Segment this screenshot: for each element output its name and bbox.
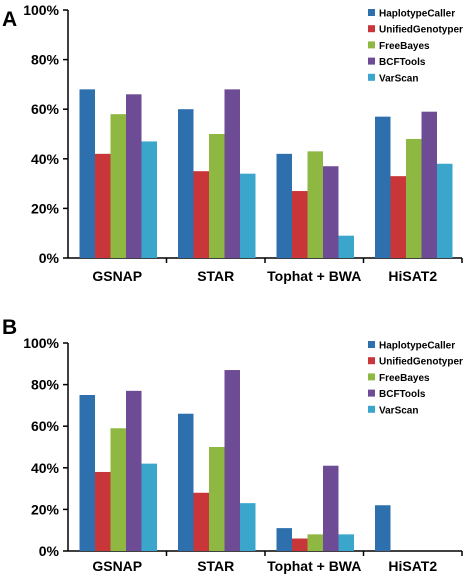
bar-varscan-tophat-bwa: [338, 534, 354, 551]
bar-varscan-star: [240, 173, 256, 258]
y-tick-label: 60%: [31, 101, 60, 117]
bar-varscan-gsnap: [141, 141, 157, 258]
bar-bcftools-gsnap: [126, 94, 142, 258]
panel-label: B: [2, 316, 17, 339]
legend-swatch: [368, 41, 375, 49]
legend-label: VarScan: [379, 73, 418, 84]
bar-haplotypecaller-star: [178, 413, 194, 551]
bar-haplotypecaller-gsnap: [79, 395, 95, 551]
bar-bcftools-tophat-bwa: [323, 166, 339, 258]
legend-swatch: [368, 57, 375, 65]
bar-unifiedgenotyper-gsnap: [95, 471, 111, 551]
bar-haplotypecaller-tophat-bwa: [276, 153, 292, 258]
x-category-label: Tophat + BWA: [267, 558, 361, 574]
bar-unifiedgenotyper-tophat-bwa: [292, 538, 308, 551]
chart-panel-b: B 0% 20% 40% 60% 80% 100% GSNAP STAR Tophat + BWA…: [2, 316, 463, 574]
x-category-label: STAR: [197, 268, 234, 284]
legend-label: UnifiedGenotyper: [379, 25, 463, 36]
bar-bcftools-star: [224, 89, 240, 258]
legend-swatch: [368, 341, 375, 348]
bar-freebayes-star: [209, 134, 225, 258]
bar-freebayes-star: [209, 447, 225, 551]
panel-label: A: [2, 8, 17, 31]
x-category-label: GSNAP: [92, 268, 142, 284]
x-category-label: HiSAT2: [388, 558, 437, 574]
bar-haplotypecaller-hisat2: [375, 505, 391, 551]
legend: HaplotypeCaller UnifiedGenotyper FreeBayes…: [368, 9, 463, 84]
x-category-label: STAR: [197, 558, 234, 574]
y-tick-label: 40%: [31, 151, 60, 167]
bar-varscan-gsnap: [141, 463, 157, 551]
y-tick-label: 20%: [31, 200, 60, 216]
bar-varscan-star: [240, 503, 256, 551]
bar-bcftools-gsnap: [126, 390, 142, 551]
legend-swatch: [368, 73, 375, 81]
legend-label: VarScan: [379, 405, 418, 416]
bar-haplotypecaller-star: [178, 109, 194, 258]
x-category-label: Tophat + BWA: [267, 268, 361, 284]
bar-unifiedgenotyper-star: [193, 171, 209, 258]
bar-freebayes-tophat-bwa: [307, 151, 323, 258]
legend-swatch: [368, 373, 375, 381]
y-tick-label: 60%: [31, 418, 60, 434]
legend-swatch: [368, 25, 375, 33]
y-tick-label: 80%: [31, 377, 60, 393]
bar-bcftools-tophat-bwa: [323, 465, 339, 551]
legend: HaplotypeCaller UnifiedGenotyper FreeBayes…: [368, 341, 463, 416]
bar-haplotypecaller-gsnap: [79, 89, 95, 258]
legend-swatch: [368, 389, 375, 397]
legend-label: UnifiedGenotyper: [379, 357, 463, 368]
y-tick-label: 20%: [31, 501, 60, 517]
bar-freebayes-gsnap: [110, 428, 126, 551]
legend-swatch: [368, 405, 375, 413]
y-tick-label: 80%: [31, 52, 60, 68]
y-tick-label: 0%: [39, 543, 60, 559]
y-tick-label: 0%: [39, 250, 60, 266]
legend-label: FreeBayes: [379, 373, 430, 384]
bar-bcftools-hisat2: [421, 111, 437, 259]
legend-label: BCFTools: [379, 57, 426, 68]
x-category-label: GSNAP: [92, 558, 142, 574]
bar-haplotypecaller-hisat2: [375, 116, 391, 258]
y-tick-label: 100%: [23, 2, 59, 18]
bar-varscan-hisat2: [437, 163, 453, 258]
y-tick-label: 100%: [23, 335, 59, 351]
bar-varscan-tophat-bwa: [338, 235, 354, 258]
bar-bcftools-star: [224, 370, 240, 551]
legend-swatch: [368, 9, 375, 16]
bar-unifiedgenotyper-star: [193, 492, 209, 551]
bar-freebayes-tophat-bwa: [307, 534, 323, 551]
legend-swatch: [368, 357, 375, 365]
bar-unifiedgenotyper-tophat-bwa: [292, 191, 308, 258]
legend-label: FreeBayes: [379, 41, 430, 52]
bar-freebayes-hisat2: [406, 138, 422, 258]
chart-panel-a: A 0% 20% 40% 60% 80% 100% GSNAP STAR Tophat + BWA…: [2, 2, 463, 284]
y-tick-label: 40%: [31, 460, 60, 476]
legend-label: HaplotypeCaller: [379, 9, 455, 20]
x-category-label: HiSAT2: [388, 268, 437, 284]
bar-unifiedgenotyper-gsnap: [95, 153, 111, 258]
legend-label: HaplotypeCaller: [379, 341, 455, 352]
bar-unifiedgenotyper-hisat2: [390, 176, 406, 258]
bar-haplotypecaller-tophat-bwa: [276, 528, 292, 551]
bar-freebayes-gsnap: [110, 114, 126, 258]
legend-label: BCFTools: [379, 389, 426, 400]
